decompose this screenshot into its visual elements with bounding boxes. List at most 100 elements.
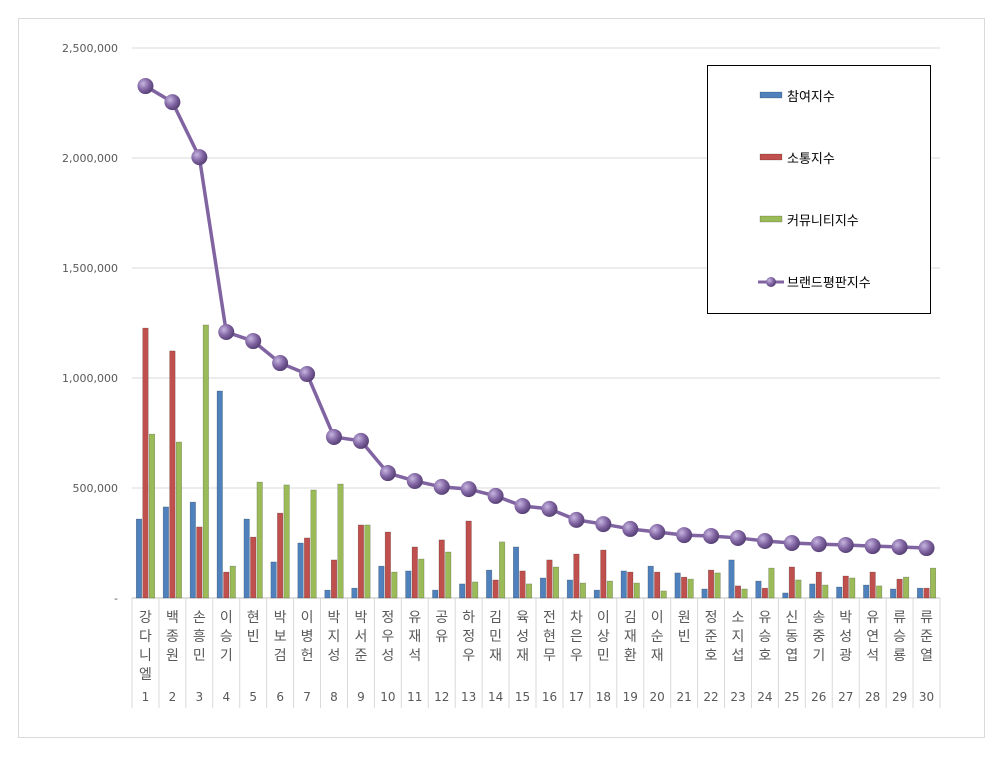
brand-index-point — [730, 529, 746, 546]
bar-3 — [930, 567, 937, 599]
x-rank-label: 1 — [142, 690, 150, 704]
x-category-label: 손 — [193, 610, 206, 626]
y-tick-label: 2,000,000 — [62, 152, 118, 165]
x-category-label: 재 — [516, 648, 529, 664]
brand-index-point — [514, 498, 531, 515]
x-category-label: 니 — [139, 648, 152, 664]
bar-2 — [196, 526, 203, 599]
bar-3 — [391, 571, 398, 599]
bar-1 — [513, 546, 520, 599]
x-category-label: 석 — [408, 648, 421, 664]
x-category-label: 유 — [408, 610, 421, 626]
x-category-label: 재 — [408, 629, 421, 645]
x-category-label: 다 — [139, 629, 152, 645]
x-category-label: 성 — [328, 648, 341, 664]
brand-index-point — [218, 324, 235, 341]
bar-3 — [741, 588, 748, 599]
x-category-label: 강 — [139, 610, 152, 626]
x-category-label: 무 — [543, 648, 556, 664]
legend-box — [707, 65, 931, 314]
bar-2 — [357, 524, 364, 599]
bar-3 — [418, 558, 425, 599]
x-category-label: 재 — [624, 629, 637, 645]
bar-1 — [405, 570, 412, 599]
x-category-label: 현 — [543, 629, 556, 645]
bar-2 — [277, 512, 284, 599]
x-category-label: 전 — [543, 610, 556, 626]
x-rank-label: 23 — [730, 690, 745, 704]
brand-index-point — [595, 516, 612, 533]
x-category-label: 검 — [274, 648, 287, 664]
brand-index-point — [191, 149, 208, 166]
y-tick-label: 500,000 — [73, 482, 119, 495]
x-category-label: 류 — [893, 610, 906, 626]
bar-1 — [351, 587, 358, 599]
brand-index-point — [460, 481, 477, 498]
bar-2 — [465, 520, 472, 599]
bar-1 — [620, 570, 627, 599]
bar-3 — [633, 582, 640, 599]
bar-1 — [863, 584, 870, 599]
brand-index-point — [299, 366, 316, 383]
bar-1 — [836, 586, 843, 599]
bar-1 — [674, 572, 681, 599]
bar-1 — [135, 518, 142, 599]
x-rank-label: 16 — [542, 690, 557, 704]
bar-3 — [148, 433, 155, 599]
x-category-label: 원 — [166, 648, 179, 664]
bar-3 — [606, 580, 613, 599]
bar-1 — [755, 580, 762, 599]
x-rank-label: 29 — [892, 690, 907, 704]
bar-2 — [331, 559, 337, 599]
x-category-label: 이 — [651, 610, 664, 626]
x-category-label: 환 — [624, 648, 637, 664]
x-category-label: 석 — [866, 648, 879, 664]
bar-3 — [472, 581, 479, 599]
bar-1 — [216, 390, 223, 599]
bar-1 — [701, 588, 708, 599]
x-category-label: 우 — [381, 629, 394, 645]
bar-3 — [364, 524, 371, 599]
brand-index-point — [352, 432, 369, 449]
bar-2 — [519, 570, 526, 599]
brand-index-point — [433, 478, 450, 495]
bar-3 — [526, 583, 533, 599]
bar-3 — [795, 579, 802, 599]
x-category-label: 신 — [785, 610, 798, 626]
x-category-label: 정 — [705, 610, 718, 626]
x-category-label: 헌 — [301, 648, 314, 664]
legend-label: 커뮤니티지수 — [787, 214, 859, 229]
bar-1 — [917, 587, 924, 599]
x-category-label: 중 — [812, 629, 825, 645]
bar-3 — [903, 576, 910, 599]
brand-index-point — [622, 520, 639, 537]
bar-2 — [681, 576, 688, 599]
x-category-label: 이 — [220, 610, 233, 626]
x-category-label: 재 — [489, 648, 502, 664]
brand-index-point — [783, 535, 800, 551]
bar-3 — [687, 578, 694, 599]
x-category-label: 종 — [166, 629, 179, 645]
brand-index-point — [245, 333, 262, 350]
bar-2 — [627, 571, 634, 599]
x-rank-label: 8 — [330, 690, 338, 704]
bar-1 — [189, 501, 196, 599]
brand-index-point — [406, 472, 423, 489]
bar-3 — [499, 541, 506, 599]
bar-2 — [815, 571, 822, 599]
x-category-label: 우 — [462, 648, 475, 664]
bar-2 — [842, 575, 849, 599]
x-category-label: 승 — [220, 629, 233, 645]
x-category-label: 공 — [435, 610, 448, 626]
x-category-label: 순 — [651, 629, 664, 645]
x-category-label: 빈 — [678, 629, 691, 645]
x-rank-label: 10 — [380, 690, 395, 704]
x-rank-label: 30 — [919, 690, 934, 704]
bar-2 — [708, 569, 715, 599]
x-category-label: 열 — [920, 648, 933, 664]
bar-3 — [202, 324, 209, 599]
x-rank-label: 24 — [757, 690, 772, 704]
x-category-label: 보 — [274, 629, 287, 645]
